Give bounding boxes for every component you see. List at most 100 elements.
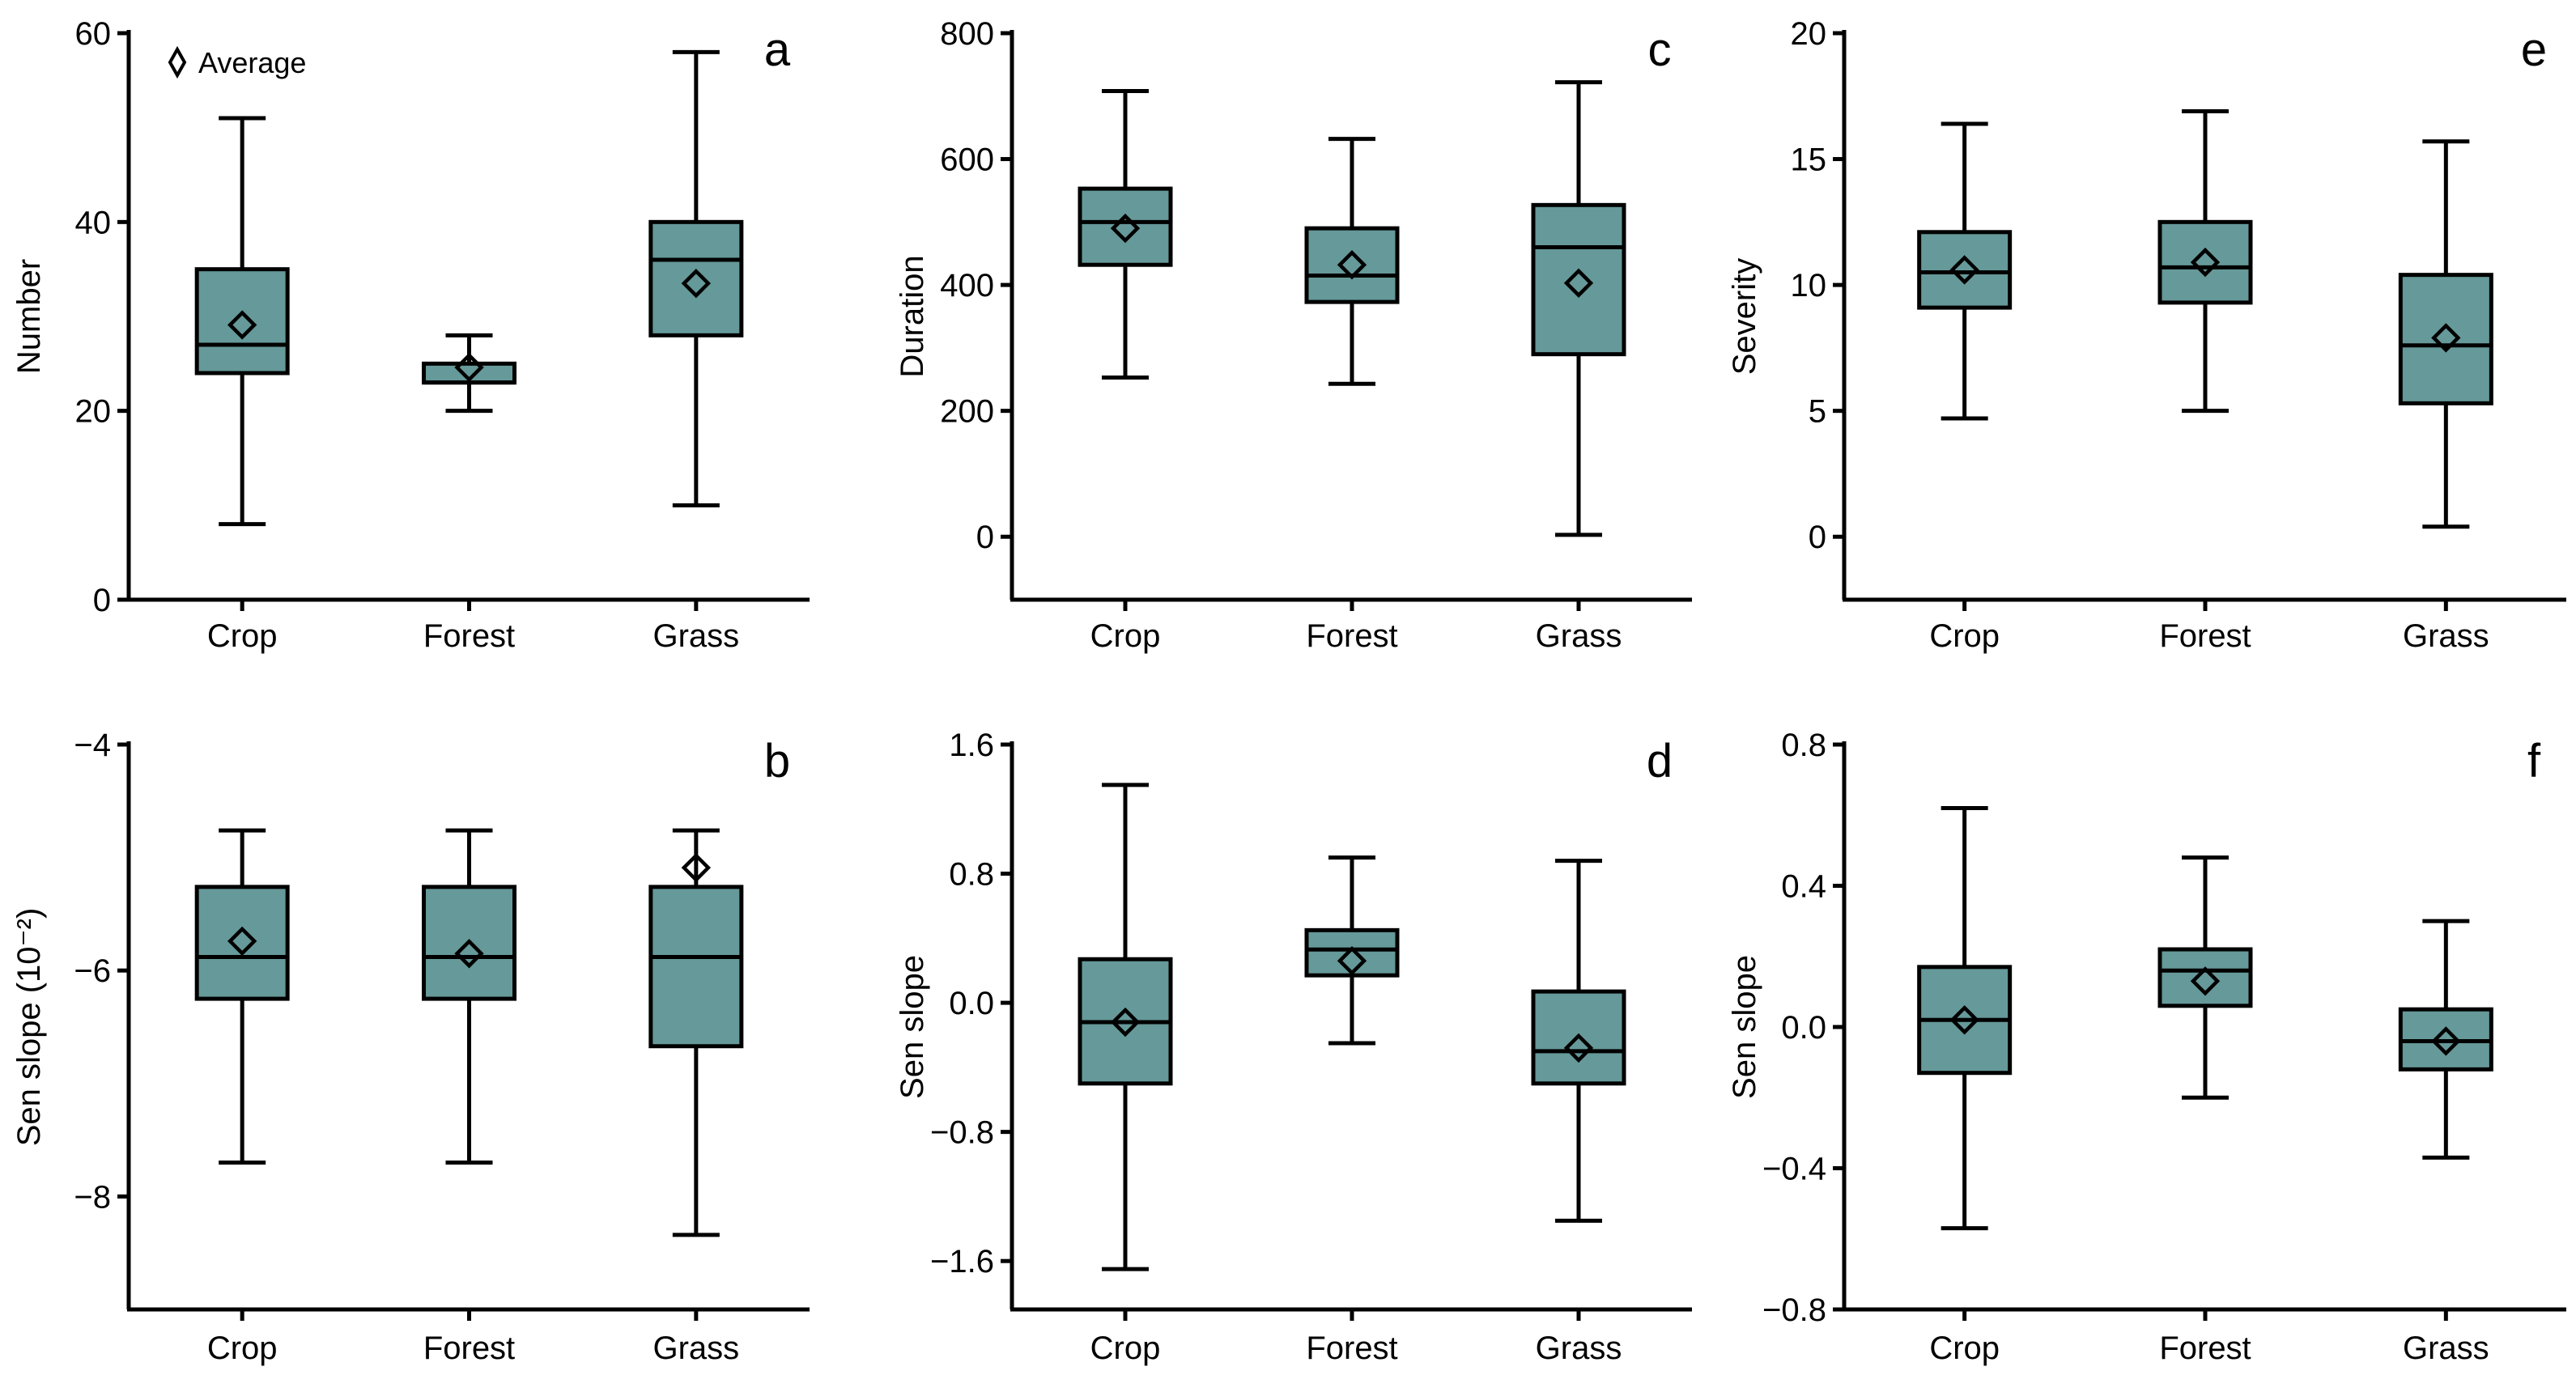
mean-diamond-icon (2431, 1026, 2461, 1056)
y-tick-label: 0 (976, 520, 994, 555)
y-axis-label: Number (11, 259, 47, 374)
panel-d: −1.6 −0.8 0.0 0.8 1.6 Sen slope d Crop Forest Gra… (895, 728, 1692, 1366)
x-tick-label: Forest (2159, 1330, 2251, 1366)
x-tick-label: Crop (207, 1330, 278, 1366)
y-tick-label: 5 (1809, 394, 1826, 430)
y-tick-label: 10 (1791, 268, 1827, 303)
legend: Average (168, 45, 306, 79)
y-tick-label: 0 (93, 583, 111, 618)
x-tick-label: Grass (653, 618, 739, 654)
iqr-box (194, 885, 290, 1001)
iqr-box (1078, 186, 1173, 267)
panel-label: b (764, 735, 790, 787)
mean-diamond-icon (1949, 255, 1979, 285)
y-tick-label: −4 (74, 728, 111, 763)
y-tick-label: 0.8 (1781, 728, 1826, 763)
mean-diamond-icon (1337, 946, 1367, 976)
y-tick-label: −8 (74, 1179, 111, 1215)
x-tick-label: Forest (2159, 618, 2251, 654)
x-tick-label: Grass (1536, 1330, 1622, 1366)
y-axis-label: Duration (895, 255, 930, 377)
box-crop (1917, 121, 2013, 421)
x-tick-label: Grass (2403, 618, 2489, 654)
panel-label: a (764, 23, 791, 76)
y-tick-label: 0.0 (949, 986, 994, 1021)
y-tick-label: −1.6 (930, 1244, 994, 1280)
mean-diamond-icon (2431, 323, 2461, 353)
box-forest (422, 333, 516, 414)
mean-diamond-icon (681, 268, 712, 299)
x-tick-label: Forest (1306, 618, 1397, 654)
iqr-box (2157, 219, 2253, 305)
iqr-box (2157, 947, 2253, 1008)
y-tick-label: 0.0 (1781, 1010, 1826, 1046)
x-tick-label: Grass (653, 1330, 739, 1366)
mean-diamond-icon (454, 352, 484, 383)
iqr-box (194, 267, 290, 376)
x-tick-label: Crop (1090, 618, 1161, 654)
box-crop (194, 828, 290, 1165)
y-tick-label: 800 (940, 16, 994, 52)
panel-label: f (2527, 735, 2541, 787)
box-forest (1304, 855, 1400, 1046)
iqr-box (1304, 927, 1400, 978)
iqr-box (2398, 273, 2493, 405)
y-tick-label: 400 (940, 268, 994, 303)
box-forest (422, 828, 516, 1165)
box-grass (1531, 80, 1626, 537)
y-tick-label: 0.8 (949, 857, 994, 893)
box-forest (2157, 108, 2253, 414)
y-tick-label: −0.8 (1762, 1292, 1826, 1328)
box-grass (648, 828, 744, 1237)
y-tick-label: −0.8 (930, 1115, 994, 1151)
y-axis-label: Sen slope (895, 955, 930, 1099)
y-axis-label: Sen slope (1727, 955, 1762, 1099)
x-tick-label: Forest (423, 618, 515, 654)
iqr-box (1304, 226, 1400, 304)
y-axis-label: Severity (1727, 258, 1762, 376)
x-tick-label: Grass (2403, 1330, 2489, 1366)
box-crop (1078, 89, 1173, 380)
panel-f: −0.8 −0.4 0.0 0.4 0.8 Sen slope f Crop Forest Gra… (1727, 728, 2566, 1366)
panel-label: d (1647, 735, 1673, 787)
panel-e: 0 5 10 15 20 Severity e Crop Forest Grass (1727, 16, 2566, 654)
box-grass (648, 49, 744, 507)
y-tick-label: 20 (1791, 16, 1827, 52)
box-crop (194, 116, 290, 527)
mean-diamond-icon (2190, 247, 2221, 278)
panel-label: e (2521, 23, 2547, 76)
y-tick-label: 20 (75, 394, 112, 430)
y-tick-label: 1.6 (949, 728, 994, 763)
x-tick-label: Crop (1929, 1330, 2000, 1366)
iqr-box (648, 885, 744, 1049)
box-forest (2157, 855, 2253, 1100)
iqr-box (1531, 202, 1626, 357)
y-axis-label: Sen slope (10⁻²) (11, 908, 47, 1147)
diamond-icon (168, 45, 187, 79)
iqr-box (648, 219, 744, 337)
y-tick-label: −0.4 (1762, 1152, 1826, 1187)
mean-diamond-icon (1110, 213, 1141, 244)
y-tick-label: −6 (74, 953, 111, 989)
y-tick-label: 40 (75, 205, 112, 240)
y-tick-label: 0 (1809, 520, 1826, 555)
y-tick-label: 600 (940, 142, 994, 178)
mean-diamond-icon (1563, 268, 1594, 298)
y-tick-label: 15 (1791, 142, 1827, 178)
x-tick-label: Crop (207, 618, 278, 654)
y-tick-label: 0.4 (1781, 869, 1826, 905)
iqr-box (1917, 230, 2013, 310)
mean-diamond-icon (681, 852, 712, 883)
panel-a: 0 20 40 60 Number a Crop Forest Grass Average (11, 16, 810, 654)
box-grass (1531, 859, 1626, 1223)
panel-c: 0 200 400 600 800 Duration c Crop Forest Grass (895, 16, 1692, 654)
mean-diamond-icon (227, 310, 257, 340)
x-tick-label: Crop (1090, 1330, 1161, 1366)
box-grass (2398, 919, 2493, 1160)
panel-label: c (1648, 23, 1672, 76)
mean-diamond-icon (2190, 966, 2221, 996)
mean-diamond-icon (454, 939, 484, 969)
x-tick-label: Crop (1929, 618, 2000, 654)
box-crop (1078, 783, 1173, 1271)
